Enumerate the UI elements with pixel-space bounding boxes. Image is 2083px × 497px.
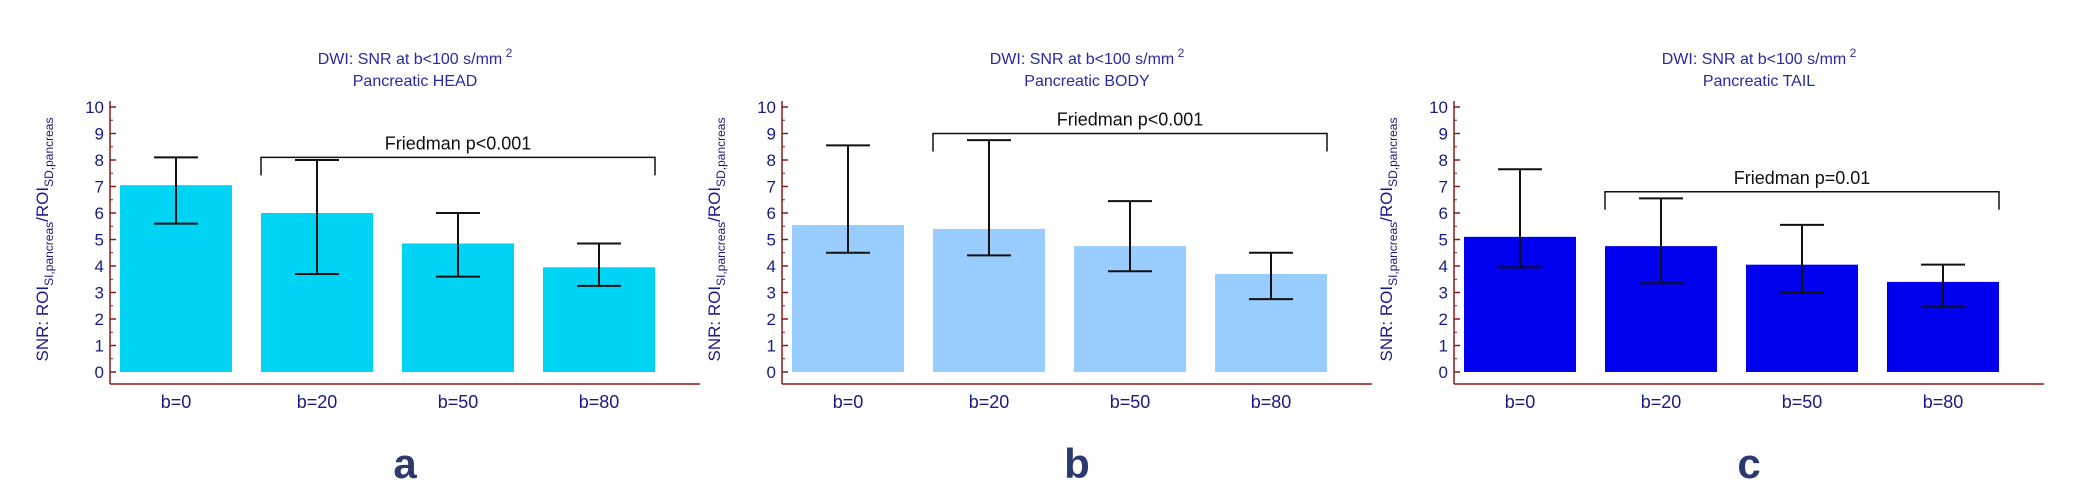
friedman-annotation: Friedman p<0.001 bbox=[385, 133, 532, 153]
y-tick-label: 2 bbox=[767, 310, 776, 329]
chart-subtitle: Pancreatic HEAD bbox=[353, 73, 478, 90]
chart-panel-b: DWI: SNR at b<100 s/mm 2 Pancreatic BODY S… bbox=[705, 46, 1372, 487]
chart-title-superscript: 2 bbox=[502, 46, 512, 60]
y-tick-label: 5 bbox=[95, 231, 104, 250]
friedman-annotation: Friedman p<0.001 bbox=[1057, 110, 1204, 130]
y-tick-label: 3 bbox=[767, 284, 776, 303]
y-axis-label-sub2: SD,pancreas bbox=[714, 118, 728, 187]
chart-title: DWI: SNR at b<100 s/mm 2 bbox=[990, 46, 1185, 68]
x-tick-label: b=80 bbox=[1923, 392, 1964, 412]
y-axis-label-main: SNR: ROI bbox=[705, 286, 724, 362]
panel-letter: c bbox=[1737, 440, 1760, 487]
chart-title-text: DWI: SNR at b<100 s/mm bbox=[1662, 51, 1847, 68]
significance-bracket bbox=[260, 156, 656, 176]
x-tick-label: b=20 bbox=[297, 392, 338, 412]
y-tick-label: 4 bbox=[1439, 257, 1448, 276]
y-tick-label: 1 bbox=[1439, 337, 1448, 356]
y-axis-label-main: SNR: ROI bbox=[33, 286, 52, 362]
y-tick-label: 0 bbox=[767, 363, 776, 382]
chart-title: DWI: SNR at b<100 s/mm 2 bbox=[1662, 46, 1857, 68]
chart-title: DWI: SNR at b<100 s/mm 2 bbox=[318, 46, 513, 68]
x-tick-label: b=20 bbox=[1641, 392, 1682, 412]
y-tick-label: 8 bbox=[95, 151, 104, 170]
y-tick-label: 10 bbox=[85, 98, 104, 117]
chart-panel-c: DWI: SNR at b<100 s/mm 2 Pancreatic TAIL S… bbox=[1377, 46, 2044, 487]
chart-subtitle: Pancreatic BODY bbox=[1024, 73, 1150, 90]
y-axis-label-sub1: SI,pancreas bbox=[714, 222, 728, 286]
y-tick-label: 4 bbox=[767, 257, 776, 276]
y-tick-label: 5 bbox=[767, 231, 776, 250]
y-tick-label: 6 bbox=[95, 204, 104, 223]
y-tick-label: 6 bbox=[767, 204, 776, 223]
y-axis-label: SNR: ROISI,pancreas/ROISD,pancreas bbox=[705, 118, 728, 362]
y-tick-label: 9 bbox=[95, 125, 104, 144]
y-axis-label-sub2: SD,pancreas bbox=[1386, 118, 1400, 187]
y-tick-label: 1 bbox=[767, 337, 776, 356]
y-tick-label: 2 bbox=[95, 310, 104, 329]
y-axis-label-sub2: SD,pancreas bbox=[42, 118, 56, 187]
panel-letter: b bbox=[1064, 440, 1090, 487]
significance-bracket bbox=[932, 132, 1328, 152]
x-tick-label: b=20 bbox=[969, 392, 1010, 412]
y-tick-label: 9 bbox=[767, 125, 776, 144]
chart-title-text: DWI: SNR at b<100 s/mm bbox=[990, 51, 1175, 68]
y-tick-label: 6 bbox=[1439, 204, 1448, 223]
y-axis-label: SNR: ROISI,pancreas/ROISD,pancreas bbox=[1377, 118, 1400, 362]
x-tick-label: b=80 bbox=[579, 392, 620, 412]
friedman-annotation: Friedman p=0.01 bbox=[1734, 168, 1871, 188]
chart-title-superscript: 2 bbox=[1846, 46, 1856, 60]
x-tick-label: b=0 bbox=[161, 392, 192, 412]
chart-subtitle: Pancreatic TAIL bbox=[1703, 73, 1815, 90]
y-axis-label-mid: /ROI bbox=[705, 187, 724, 222]
y-tick-label: 0 bbox=[95, 363, 104, 382]
y-tick-label: 0 bbox=[1439, 363, 1448, 382]
chart-title-superscript: 2 bbox=[1174, 46, 1184, 60]
y-axis-label: SNR: ROISI,pancreas/ROISD,pancreas bbox=[33, 118, 56, 362]
y-tick-label: 8 bbox=[1439, 151, 1448, 170]
y-axis-label-sub1: SI,pancreas bbox=[1386, 222, 1400, 286]
y-tick-label: 10 bbox=[1429, 98, 1448, 117]
y-tick-label: 10 bbox=[757, 98, 776, 117]
y-tick-label: 3 bbox=[95, 284, 104, 303]
chart-panel-a: DWI: SNR at b<100 s/mm 2 Pancreatic HEAD S… bbox=[33, 46, 700, 487]
y-tick-label: 9 bbox=[1439, 125, 1448, 144]
y-axis-label-sub1: SI,pancreas bbox=[42, 222, 56, 286]
x-tick-label: b=80 bbox=[1251, 392, 1292, 412]
x-tick-label: b=50 bbox=[1110, 392, 1151, 412]
y-tick-label: 7 bbox=[1439, 178, 1448, 197]
x-tick-label: b=0 bbox=[1505, 392, 1536, 412]
y-axis-label-mid: /ROI bbox=[33, 187, 52, 222]
x-tick-label: b=50 bbox=[1782, 392, 1823, 412]
panel-letter: a bbox=[393, 440, 417, 487]
y-tick-label: 5 bbox=[1439, 231, 1448, 250]
x-tick-label: b=50 bbox=[438, 392, 479, 412]
significance-bracket bbox=[1604, 191, 2000, 210]
y-tick-label: 2 bbox=[1439, 310, 1448, 329]
y-tick-label: 7 bbox=[767, 178, 776, 197]
y-tick-label: 3 bbox=[1439, 284, 1448, 303]
x-tick-label: b=0 bbox=[833, 392, 864, 412]
y-tick-label: 4 bbox=[95, 257, 104, 276]
y-axis-label-main: SNR: ROI bbox=[1377, 286, 1396, 362]
y-tick-label: 8 bbox=[767, 151, 776, 170]
chart-title-text: DWI: SNR at b<100 s/mm bbox=[318, 51, 503, 68]
y-tick-label: 1 bbox=[95, 337, 104, 356]
y-axis-label-mid: /ROI bbox=[1377, 187, 1396, 222]
y-tick-label: 7 bbox=[95, 178, 104, 197]
